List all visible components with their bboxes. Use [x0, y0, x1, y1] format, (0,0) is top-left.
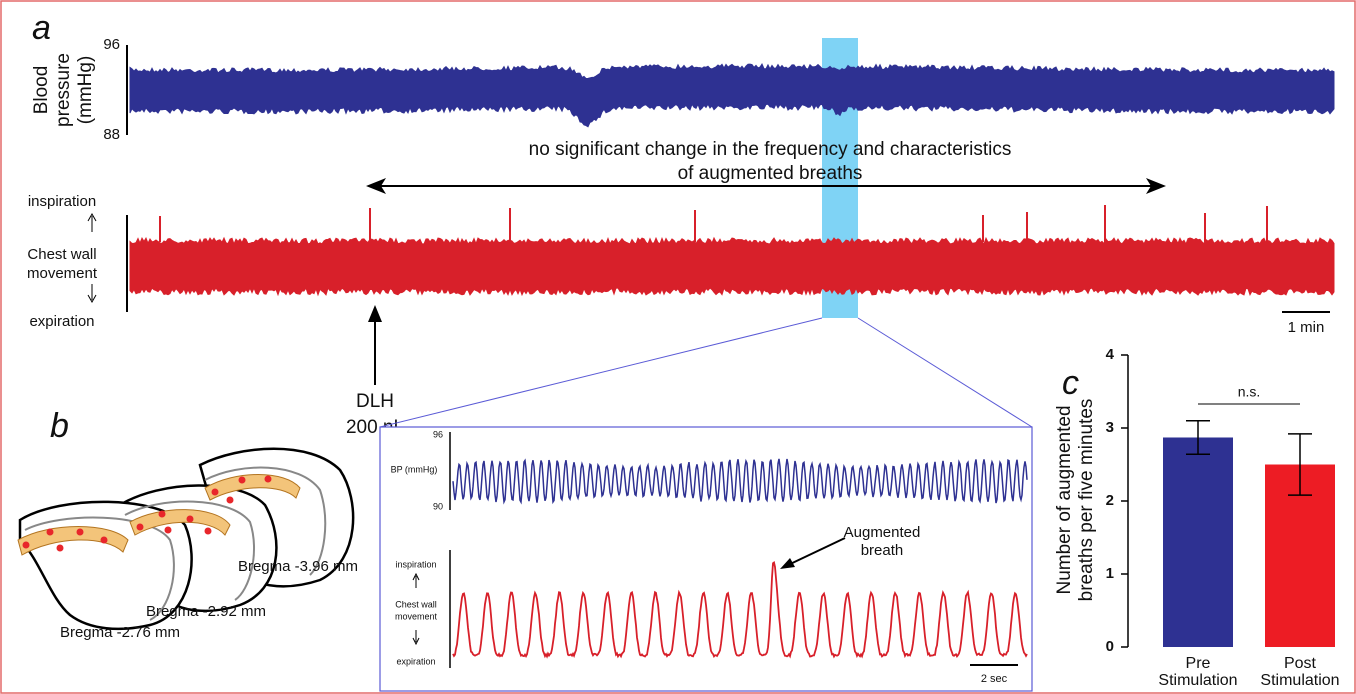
y-tick-label: 1 [1106, 565, 1114, 582]
target-region [17, 474, 301, 556]
inset-scale-label: 2 sec [981, 673, 1008, 685]
bp-tick: 88 [103, 126, 120, 143]
panel-label: c [1062, 364, 1079, 402]
y-axis-title: Number of augmented breaths per five min… [1054, 399, 1097, 602]
expiration-label: expiration [29, 313, 94, 330]
significance-label: n.s. [1238, 384, 1261, 400]
chest-trace [129, 236, 1335, 297]
zoom-line [379, 317, 1033, 428]
section-label: Bregma -2.92 mm [146, 603, 266, 620]
inset-chest-label: movement [395, 611, 438, 621]
inset-bp-tick: 96 [433, 429, 443, 439]
y-tick-label: 2 [1106, 492, 1114, 509]
panel-label: a [32, 9, 51, 47]
bp-tick: 96 [103, 36, 120, 53]
inset-bp-tick: 90 [433, 501, 443, 511]
traces [129, 63, 1335, 297]
arrow [412, 630, 420, 646]
inset-chest-label: Chest wall [395, 599, 437, 609]
brain-structures [24, 466, 327, 621]
x-tick-label: Stimulation [1158, 672, 1237, 689]
panel-label: b [50, 407, 69, 445]
section-label: Bregma -3.96 mm [238, 558, 358, 575]
bar [1163, 437, 1233, 647]
x-tick-label: Pre [1186, 655, 1211, 672]
injection-label: DLH [356, 391, 394, 412]
y-axis-title-line: Number of augmented [1054, 405, 1075, 594]
arrow-head [780, 558, 795, 569]
chest-label: movement [27, 265, 98, 282]
error-bar [1288, 433, 1312, 496]
arrow-head [368, 305, 382, 322]
callout: breath [861, 542, 904, 559]
arrow [87, 212, 97, 232]
bp-trace [129, 63, 1335, 128]
x-tick-label: Stimulation [1260, 672, 1339, 689]
bp-label: Blood pressure (mmHg) [31, 53, 96, 127]
injection-sites [22, 475, 272, 552]
scale-label: 1 min [1288, 319, 1325, 336]
inset-traces [452, 458, 1028, 659]
inset-chest-trace [452, 561, 1028, 659]
arrow [412, 572, 420, 588]
callout-arrow [785, 537, 846, 567]
callout: Augmented [844, 524, 921, 541]
y-tick-label: 3 [1106, 419, 1114, 436]
inspiration-label: inspiration [28, 193, 96, 210]
bp-label-line: Blood [31, 66, 52, 115]
annotation: of augmented breaths [678, 163, 863, 184]
chest-label: Chest wall [27, 246, 96, 263]
inset-bp-label: BP (mmHg) [391, 464, 438, 474]
inset-bp-trace [452, 458, 1028, 505]
inset-expiration: expiration [396, 656, 435, 666]
section-label: Bregma -2.76 mm [60, 624, 180, 641]
arrow [87, 284, 97, 304]
y-tick-label: 0 [1106, 638, 1114, 655]
annotation: no significant change in the frequency a… [529, 139, 1012, 160]
y-tick-label: 4 [1106, 346, 1115, 363]
y-axis-title-line: breaths per five minutes [1076, 399, 1097, 602]
bp-label-line: pressure [53, 53, 74, 127]
x-tick-label: Post [1284, 655, 1317, 672]
inset-inspiration: inspiration [395, 559, 436, 569]
bp-label-line: (mmHg) [75, 56, 96, 125]
error-bar [1186, 419, 1210, 456]
